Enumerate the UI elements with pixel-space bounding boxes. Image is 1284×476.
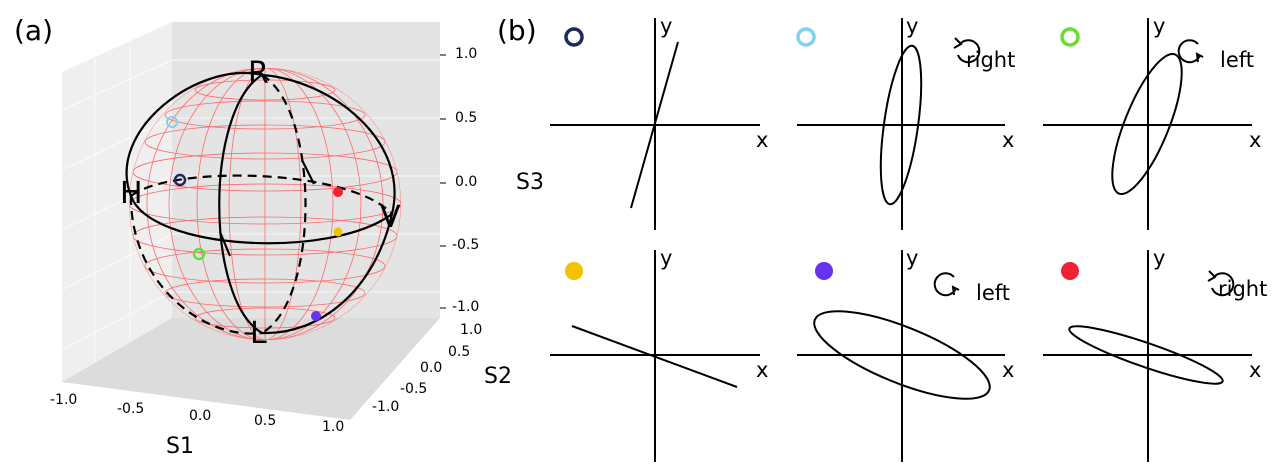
s3-tick-3: -0.5: [452, 237, 480, 253]
s3-tick-2: 0.0: [455, 174, 478, 190]
s1-tick-0: -1.0: [50, 392, 78, 408]
trace-green-ellipse: [1111, 52, 1183, 196]
trace-purple-ellipse: [813, 310, 991, 400]
s1-tick-4: 1.0: [322, 419, 345, 435]
legend-red: [1061, 262, 1079, 280]
panel-b-label: (b): [497, 14, 537, 47]
panel-a-label: (a): [14, 14, 54, 47]
s1-tick-1: -0.5: [117, 401, 145, 417]
floor-pane: [62, 318, 440, 420]
plot2-x-label: x: [1002, 128, 1015, 152]
plot5-y-label: y: [906, 246, 919, 270]
plot2-y-label: y: [906, 14, 919, 38]
marker-purple: [311, 311, 321, 321]
marker-cyan: [166, 116, 178, 128]
legend-green: [1060, 27, 1080, 47]
trace-yellow-line: [571, 325, 738, 388]
plot3-y-label: y: [1153, 14, 1166, 38]
point-label-l: L: [250, 316, 267, 351]
s1-tick-3: 0.5: [254, 413, 277, 429]
legend-cyan: [796, 27, 816, 47]
marker-navy: [173, 173, 187, 187]
rotation-arrows: [933, 37, 1235, 297]
axis-ticks: [440, 54, 446, 309]
counterclockwise-arrow-icon: [1177, 39, 1201, 64]
plot1-y-label: y: [660, 14, 673, 38]
s2-axis-title: S2: [484, 364, 512, 389]
sphere-wireframe: [129, 68, 401, 340]
s3-tick-1: 0.5: [455, 110, 478, 126]
plot4-x-label: x: [756, 358, 769, 382]
plot4-y-label: y: [660, 246, 673, 270]
s3-tick-0: 1.0: [455, 46, 478, 62]
trace-navy-line: [630, 41, 679, 209]
rotation-label-green: left: [1220, 48, 1255, 72]
trace-cyan-ellipse: [879, 44, 923, 206]
s2-tick-1: 0.5: [448, 344, 471, 360]
legend-yellow: [565, 262, 583, 280]
marker-red: [333, 187, 343, 197]
legend-purple: [815, 262, 833, 280]
s2-tick-4: -1.0: [372, 399, 400, 415]
polarization-plots: [550, 18, 1252, 462]
s3-tick-4: -1.0: [452, 299, 480, 315]
great-circles: [125, 72, 396, 335]
clockwise-arrow-icon: [957, 39, 981, 64]
marker-yellow: [333, 227, 343, 237]
point-label-r: R: [248, 56, 269, 91]
plot6-x-label: x: [1249, 358, 1262, 382]
s1-tick-2: 0.0: [189, 408, 212, 424]
s3-axis-title: S3: [516, 170, 544, 195]
rotation-label-red: right: [1218, 277, 1268, 301]
s2-tick-0: 1.0: [460, 322, 483, 338]
wall-grid: [61, 42, 440, 362]
back-wall-left: [62, 22, 172, 382]
s1-axis-title: S1: [166, 434, 194, 459]
plot3-x-label: x: [1249, 128, 1262, 152]
s2-tick-3: -0.5: [400, 381, 428, 397]
plot6-y-label: y: [1153, 246, 1166, 270]
counterclockwise-arrow-icon-2: [933, 272, 957, 297]
legend-navy: [564, 27, 584, 47]
s2-tick-2: 0.0: [420, 360, 443, 376]
trace-red-ellipse: [1068, 325, 1224, 385]
plot1-x-label: x: [756, 128, 769, 152]
point-label-h: H: [120, 176, 143, 211]
point-label-v: V: [380, 200, 401, 235]
clockwise-arrow-icon-2: [1211, 272, 1235, 297]
rotation-label-cyan: right: [966, 48, 1016, 72]
marker-green: [192, 247, 206, 261]
plot5-x-label: x: [1002, 358, 1015, 382]
rotation-label-purple: left: [976, 281, 1011, 305]
